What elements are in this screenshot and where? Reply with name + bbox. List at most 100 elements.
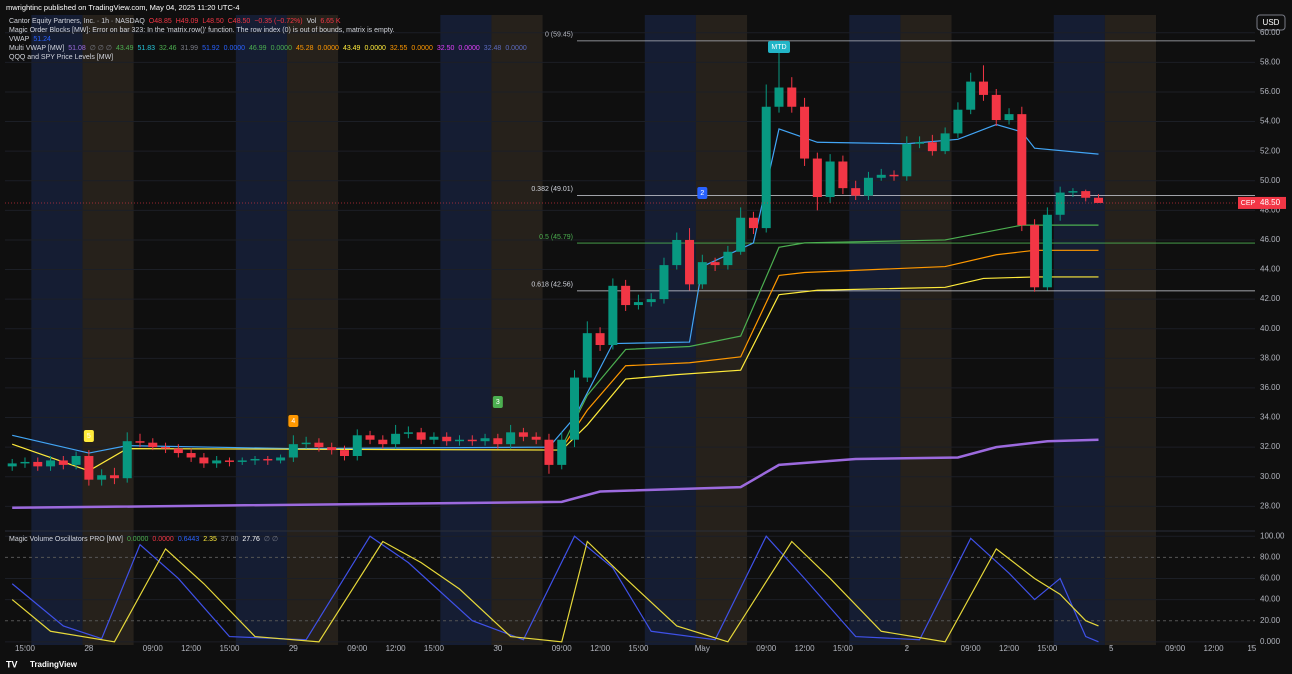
legend-line: QQQ and SPY Price Levels [MW] <box>9 54 113 61</box>
legend-line: Magic Volume Oscillators PRO [MW] 0.0000 0… <box>9 536 278 543</box>
candle-body <box>403 432 413 434</box>
candle-body <box>761 106 771 229</box>
y-tick-label: 52.00 <box>1260 146 1281 155</box>
x-tick-label: 09:00 <box>756 644 777 653</box>
candle-body <box>58 460 68 465</box>
y-tick-label: 58.00 <box>1260 57 1281 66</box>
y-tick-label: 44.00 <box>1260 265 1281 274</box>
candle-body <box>276 457 286 461</box>
candle-body <box>991 94 1001 121</box>
session-band <box>1053 15 1105 645</box>
legend-item: −0.35 (−0.72%) <box>254 18 302 25</box>
legend-item: 43.49 <box>116 45 134 52</box>
oscillator-line <box>11 535 1099 643</box>
legend-item: 46.99 <box>249 45 267 52</box>
legend-item: H49.09 <box>176 18 199 25</box>
marker <box>83 430 94 442</box>
candle-body <box>1055 192 1065 215</box>
candle-body <box>71 456 81 465</box>
candle-body <box>1094 197 1103 203</box>
legend-item: 51.08 <box>68 45 86 52</box>
candle-body <box>697 262 707 285</box>
y-tick-label: 32.00 <box>1260 442 1281 451</box>
candle-body <box>237 460 247 462</box>
last-price-label: 48.50 <box>1260 198 1281 207</box>
fib-label: 0.618 (42.56) <box>531 282 573 289</box>
candle-body <box>1030 225 1040 288</box>
legend-item: 27.76 <box>242 536 260 543</box>
x-tick-label: 30 <box>493 644 502 653</box>
candle-body <box>1081 191 1091 198</box>
y-tick-label: 56.00 <box>1260 87 1281 96</box>
candle-body <box>978 81 988 95</box>
candle-body <box>723 251 733 266</box>
session-band <box>31 15 83 645</box>
legend-item: 0.0000 <box>152 536 174 543</box>
x-tick-label: 12:00 <box>590 644 611 653</box>
x-tick-label: 09:00 <box>961 644 982 653</box>
candle-body <box>1068 191 1078 193</box>
currency-box[interactable] <box>1256 14 1286 31</box>
candle-body <box>736 217 746 252</box>
y-tick-label: 46.00 <box>1260 235 1281 244</box>
x-tick-label: 15:00 <box>15 644 36 653</box>
x-tick-label: 12:00 <box>181 644 202 653</box>
candle-body <box>825 161 835 198</box>
osc-tick-label: 100.00 <box>1260 531 1285 540</box>
session-band <box>644 15 696 645</box>
legend-item: 37.80 <box>221 536 239 543</box>
legend-line: Magic Order Blocks [MW]: Error on bar 32… <box>9 27 395 34</box>
candle-body <box>33 461 43 467</box>
candle-body <box>161 447 171 449</box>
legend-item: Cantor Equity Partners, Inc. · 1h · NASD… <box>9 18 145 25</box>
currency: USD <box>1263 18 1280 27</box>
candle-body <box>876 174 886 178</box>
candle-body <box>288 444 298 458</box>
candle-body <box>710 262 720 266</box>
indicator-line <box>561 224 1099 448</box>
indicator-line <box>12 276 1099 472</box>
header: mwrightinc published on TradingView.com,… <box>6 3 240 12</box>
candle-body <box>224 460 234 462</box>
legend-item: 0.0000 <box>505 45 527 52</box>
candle-body <box>570 377 580 440</box>
x-tick-label: 2 <box>905 644 910 653</box>
candle-body <box>595 333 605 346</box>
legend-item: 32.48 <box>484 45 502 52</box>
legend-item: 2.35 <box>203 536 217 543</box>
legend-item: 31.99 <box>181 45 199 52</box>
candle-body <box>659 265 669 300</box>
candle-body <box>429 436 439 440</box>
x-tick-label: 5 <box>1109 644 1114 653</box>
last-price-box <box>1238 196 1258 209</box>
candle-body <box>20 461 30 464</box>
candle-body <box>966 81 976 110</box>
indicator-line <box>561 249 1099 449</box>
legend-item: 6.65 K <box>320 18 341 25</box>
candle-body <box>186 453 196 458</box>
legend-item: L48.50 <box>202 18 224 25</box>
candle-body <box>774 87 784 107</box>
candle-body <box>889 174 899 177</box>
legend-item: QQQ and SPY Price Levels [MW] <box>9 54 113 61</box>
candle-body <box>455 439 464 442</box>
x-tick-label: May <box>695 644 710 653</box>
x-tick-label: 15:00 <box>1037 644 1058 653</box>
candle-body <box>544 439 554 465</box>
legend-item: 51.24 <box>33 36 51 43</box>
osc-tick-label: 20.00 <box>1260 616 1281 625</box>
candle-body <box>314 442 324 448</box>
candle-body <box>480 438 490 442</box>
y-tick-label: 30.00 <box>1260 472 1281 481</box>
legend-item: 32.55 <box>390 45 408 52</box>
x-tick-label: 12:00 <box>795 644 816 653</box>
y-tick-label: 54.00 <box>1260 117 1281 126</box>
legend-item: VWAP <box>9 36 30 43</box>
x-tick-label: 15 <box>1247 644 1256 653</box>
candle-body <box>339 450 349 457</box>
x-tick-label: 09:00 <box>347 644 368 653</box>
candle-body <box>1017 114 1027 226</box>
candle-body <box>97 475 107 480</box>
marker-text: 4 <box>291 418 295 425</box>
